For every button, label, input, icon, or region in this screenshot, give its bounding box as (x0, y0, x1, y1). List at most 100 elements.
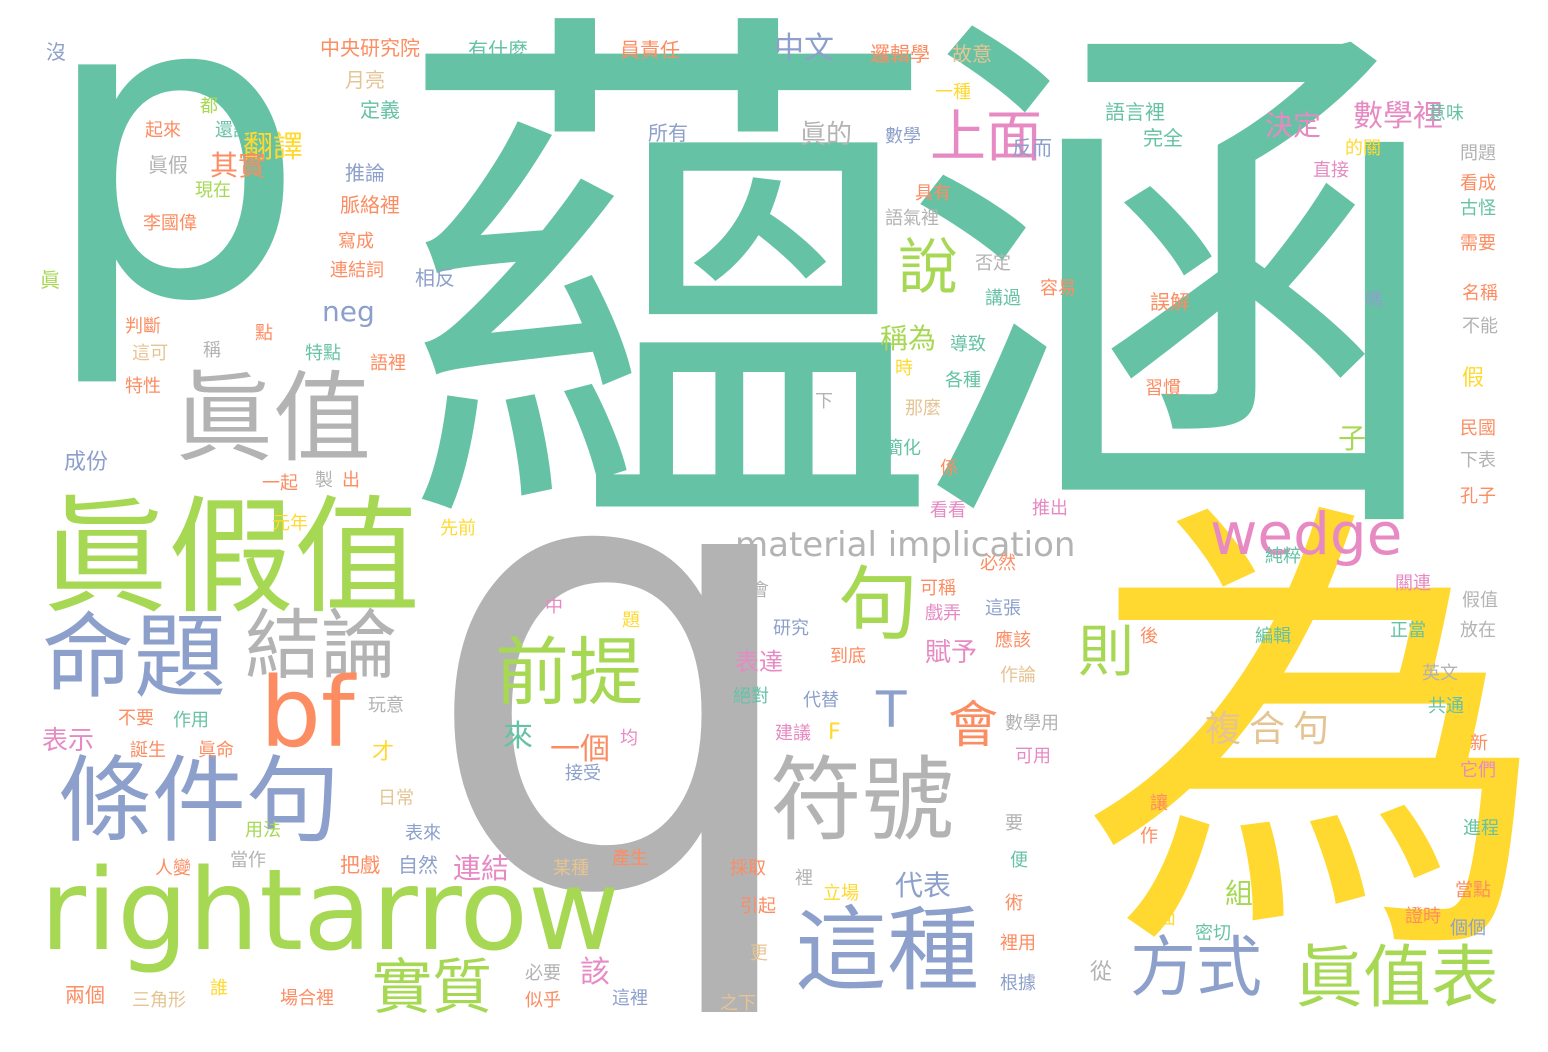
word: 建議 (775, 723, 811, 744)
word: 該 (580, 955, 610, 990)
word: 故意 (952, 42, 992, 66)
word: 稱為 (880, 322, 937, 355)
word: 這張 (985, 598, 1021, 619)
word: 眞假值 (42, 484, 420, 631)
word: 為 (1080, 466, 1548, 1013)
word: p (40, 0, 307, 394)
word: q (420, 309, 814, 1030)
word: 民國 (1460, 418, 1496, 439)
word: 導致 (950, 334, 986, 355)
word: 這裡 (612, 988, 648, 1009)
word: 否定 (975, 253, 1011, 274)
word: 子 (1338, 422, 1367, 455)
word: 共通 (1428, 696, 1464, 717)
word: 用法 (245, 820, 281, 841)
word: 作用 (173, 710, 209, 731)
word: 數學用 (1005, 713, 1059, 734)
word: 下表 (1460, 450, 1496, 471)
word: 一種 (935, 82, 971, 103)
word: 要 (1005, 813, 1023, 834)
word: 代表 (895, 869, 952, 902)
word: 直接 (1313, 160, 1349, 181)
word: 其實 (210, 149, 267, 182)
word: 眞 (40, 268, 60, 292)
word: 還記 (215, 120, 251, 141)
word: 寫成 (338, 231, 374, 252)
word: 眞值表 (1295, 939, 1500, 1018)
word: 來 (503, 719, 533, 754)
word: 代替 (803, 690, 839, 711)
word: 必然 (980, 553, 1016, 574)
word: 戲弄 (925, 603, 961, 624)
word: 起來 (145, 120, 181, 141)
word: 誕生 (130, 740, 166, 761)
word: 數學裡 (1353, 99, 1443, 134)
word: 表來 (405, 823, 441, 844)
word: 採取 (730, 858, 766, 879)
word: 點 (255, 323, 273, 344)
word: 特性 (125, 376, 161, 397)
word: 自然 (398, 853, 438, 877)
word: 產生 (612, 848, 648, 869)
word: 假值 (1462, 590, 1498, 611)
word: 沒 (46, 40, 66, 64)
word: 翻譯 (243, 130, 303, 165)
word: 下面 (1140, 908, 1176, 929)
word: 決定 (1265, 109, 1322, 142)
word: 會 (948, 696, 998, 754)
word: 新 (1470, 733, 1488, 754)
word: 需要 (1460, 233, 1496, 254)
word: 完全 (1143, 126, 1183, 150)
word: 誤解 (1150, 290, 1190, 314)
word: 問題 (1460, 143, 1496, 164)
word: 立場 (823, 883, 859, 904)
word: 語氣裡 (885, 208, 939, 229)
word: 誰 (210, 978, 228, 999)
word: bf (260, 657, 355, 769)
word: 連結詞 (330, 260, 384, 281)
word: 便 (1010, 850, 1028, 871)
word: 複合句 (1205, 709, 1338, 750)
word: 意味 (1428, 103, 1464, 124)
word: 日常 (378, 788, 414, 809)
word: 李國偉 (143, 213, 197, 234)
word: 表示 (42, 726, 95, 756)
word: 當點 (1455, 880, 1491, 901)
word: 到底 (830, 646, 866, 667)
word: 裡 (795, 868, 813, 889)
word: 看看 (930, 500, 966, 521)
word: 編輯 (1255, 626, 1291, 647)
word: 看成 (1460, 173, 1496, 194)
word: rightarrow (40, 846, 620, 976)
word: 作論 (1000, 665, 1036, 686)
word: 員責任 (620, 38, 680, 62)
word: 則 (1078, 620, 1134, 685)
word: 連結 (453, 852, 510, 885)
word: 條件句 (58, 747, 341, 856)
word: 正當 (1390, 620, 1426, 641)
word: 不要 (118, 708, 154, 729)
word: 特點 (305, 343, 341, 364)
word: 玩意 (368, 695, 404, 716)
word: 孔子 (1460, 486, 1496, 507)
word: 眞命 (198, 740, 234, 761)
word: 具有 (915, 183, 951, 204)
word: 必要 (525, 963, 561, 984)
word: 後 (1140, 626, 1158, 647)
word: 都 (200, 96, 218, 117)
word: 眞的 (800, 120, 853, 150)
word: 術 (1005, 893, 1023, 914)
word: 密切 (1195, 923, 1231, 944)
word: 語言裡 (1105, 100, 1165, 124)
word: 組 (1225, 877, 1254, 910)
word: 進程 (1463, 818, 1499, 839)
word: 推論 (345, 161, 385, 185)
word: 相反 (415, 266, 455, 290)
word: 不能 (1462, 316, 1498, 337)
word: 簡化 (885, 438, 921, 459)
word: 把戲 (340, 853, 380, 877)
word: 純粹 (1265, 546, 1301, 567)
word: 作 (1140, 826, 1158, 847)
word: 脈絡裡 (340, 193, 400, 217)
